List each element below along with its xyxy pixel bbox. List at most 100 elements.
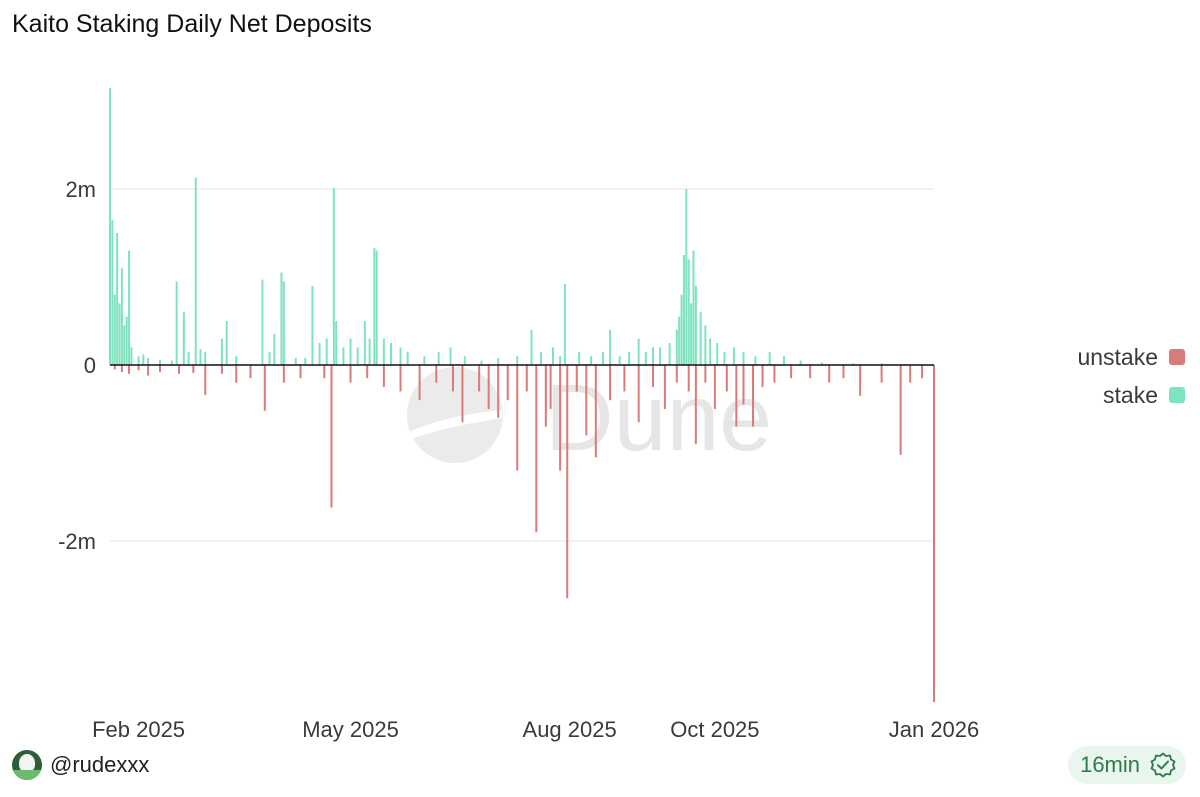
stake-bar[interactable]	[116, 233, 119, 365]
unstake-bar[interactable]	[159, 365, 162, 373]
unstake-bar[interactable]	[549, 365, 552, 409]
stake-bar[interactable]	[182, 312, 185, 365]
stake-bar[interactable]	[113, 294, 116, 365]
unstake-bar[interactable]	[323, 365, 326, 379]
stake-bar[interactable]	[294, 357, 297, 365]
stake-bar[interactable]	[530, 329, 533, 365]
unstake-bar[interactable]	[366, 365, 369, 379]
unstake-bar[interactable]	[382, 365, 385, 387]
freshness-badge[interactable]: 16min	[1068, 746, 1186, 784]
stake-bar[interactable]	[423, 356, 426, 365]
stake-bar[interactable]	[601, 351, 604, 365]
stake-bar[interactable]	[325, 338, 328, 365]
stake-bar[interactable]	[261, 279, 264, 365]
stake-bar[interactable]	[187, 351, 190, 365]
unstake-bar[interactable]	[742, 365, 745, 405]
stake-bar[interactable]	[694, 285, 697, 365]
unstake-bar[interactable]	[487, 365, 490, 409]
unstake-bar[interactable]	[418, 365, 421, 401]
stake-bar[interactable]	[609, 329, 612, 365]
stake-bar[interactable]	[644, 351, 647, 365]
unstake-bar[interactable]	[263, 365, 266, 411]
unstake-bar[interactable]	[137, 365, 140, 371]
unstake-bar[interactable]	[921, 365, 924, 379]
stake-bar[interactable]	[204, 351, 207, 365]
unstake-bar[interactable]	[128, 365, 131, 374]
unstake-bar[interactable]	[828, 365, 831, 383]
legend[interactable]: unstake stake	[1077, 344, 1185, 408]
stake-bar[interactable]	[463, 356, 466, 365]
unstake-bar[interactable]	[880, 365, 883, 383]
unstake-bar[interactable]	[773, 365, 776, 383]
unstake-bar[interactable]	[544, 365, 547, 427]
stake-bar[interactable]	[130, 347, 133, 365]
unstake-bar[interactable]	[178, 365, 181, 374]
stake-bar[interactable]	[685, 189, 688, 365]
stake-bar[interactable]	[280, 272, 283, 365]
unstake-bar[interactable]	[623, 365, 626, 392]
stake-bar[interactable]	[194, 177, 197, 365]
unstake-bar[interactable]	[675, 365, 678, 383]
stake-bar[interactable]	[109, 87, 111, 366]
unstake-bar[interactable]	[516, 365, 519, 471]
unstake-bar[interactable]	[663, 365, 666, 409]
avatar-icon[interactable]	[12, 750, 42, 780]
stake-bar[interactable]	[356, 347, 359, 365]
stake-bar[interactable]	[304, 357, 307, 365]
unstake-bar[interactable]	[192, 365, 195, 373]
stake-bar[interactable]	[709, 338, 712, 365]
unstake-bar[interactable]	[113, 365, 116, 370]
unstake-bar[interactable]	[575, 365, 578, 392]
stake-bar[interactable]	[659, 347, 662, 365]
unstake-bar[interactable]	[790, 365, 793, 379]
unstake-bar[interactable]	[809, 365, 812, 379]
stake-bar[interactable]	[268, 351, 271, 365]
unstake-bar[interactable]	[461, 365, 464, 423]
stake-bar[interactable]	[563, 284, 566, 365]
stake-bar[interactable]	[335, 321, 338, 365]
unstake-bar[interactable]	[609, 365, 612, 401]
stake-bar[interactable]	[742, 351, 745, 365]
unstake-bar[interactable]	[859, 365, 862, 396]
stake-bar[interactable]	[628, 351, 631, 365]
stake-bar[interactable]	[540, 351, 543, 365]
stake-bar[interactable]	[690, 303, 693, 365]
unstake-bar[interactable]	[506, 365, 509, 401]
stake-bar[interactable]	[373, 247, 376, 365]
unstake-bar[interactable]	[497, 365, 500, 418]
unstake-bar[interactable]	[282, 365, 285, 383]
stake-bar[interactable]	[551, 347, 554, 365]
unstake-bar[interactable]	[704, 365, 707, 383]
unstake-bar[interactable]	[687, 365, 690, 392]
unstake-bar[interactable]	[435, 365, 438, 383]
stake-bar[interactable]	[723, 351, 726, 365]
stake-bar[interactable]	[123, 325, 126, 365]
stake-bar[interactable]	[716, 343, 719, 365]
unstake-bar[interactable]	[594, 365, 597, 458]
stake-bar[interactable]	[732, 347, 735, 365]
stake-bar[interactable]	[704, 325, 707, 365]
stake-bar[interactable]	[754, 356, 757, 365]
unstake-bar[interactable]	[535, 365, 538, 533]
stake-bar[interactable]	[687, 259, 690, 365]
unstake-bar[interactable]	[713, 365, 716, 409]
unstake-bar[interactable]	[235, 365, 238, 383]
stake-bar[interactable]	[375, 250, 378, 365]
unstake-bar[interactable]	[399, 365, 402, 392]
unstake-bar[interactable]	[120, 365, 123, 373]
stake-bar[interactable]	[637, 338, 640, 365]
unstake-bar[interactable]	[330, 365, 333, 508]
stake-bar[interactable]	[225, 321, 228, 365]
stake-bar[interactable]	[332, 188, 335, 365]
unstake-bar[interactable]	[525, 365, 528, 392]
stake-bar[interactable]	[170, 360, 173, 365]
stake-bar[interactable]	[137, 356, 140, 365]
unstake-bar[interactable]	[220, 365, 223, 374]
stake-bar[interactable]	[235, 356, 238, 365]
stake-bar[interactable]	[699, 312, 702, 365]
stake-bar[interactable]	[342, 347, 345, 365]
unstake-bar[interactable]	[451, 365, 454, 392]
unstake-bar[interactable]	[566, 365, 569, 599]
unstake-bar[interactable]	[585, 365, 588, 436]
legend-label-stake[interactable]: stake	[1103, 382, 1158, 408]
